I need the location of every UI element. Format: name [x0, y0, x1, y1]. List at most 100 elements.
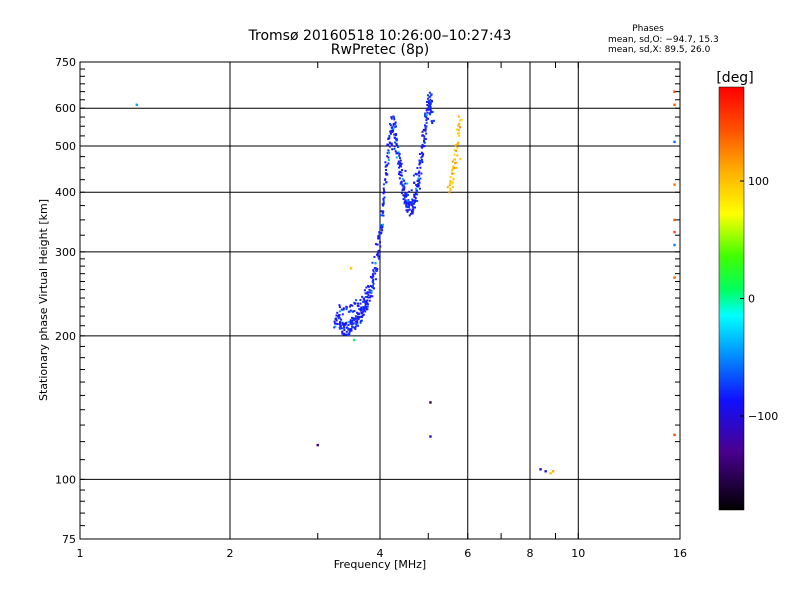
- data-point: [421, 144, 424, 147]
- data-point: [369, 291, 372, 294]
- data-point: [389, 122, 392, 125]
- data-point: [345, 308, 348, 311]
- data-point: [454, 158, 457, 161]
- data-point: [449, 176, 452, 179]
- data-point: [425, 119, 428, 122]
- data-point: [382, 204, 385, 207]
- data-point: [427, 108, 430, 111]
- y-tick-label: 200: [55, 330, 76, 343]
- data-point: [380, 232, 383, 235]
- data-point: [387, 162, 390, 165]
- data-point: [349, 309, 352, 312]
- data-point: [423, 137, 426, 140]
- data-point: [371, 273, 374, 276]
- data-point: [341, 331, 344, 334]
- data-point: [354, 302, 357, 305]
- colorbar-tick-label: −100: [748, 410, 778, 423]
- data-point: [389, 142, 392, 145]
- data-point: [333, 320, 336, 323]
- data-point: [345, 330, 348, 333]
- data-point: [394, 138, 397, 141]
- data-point: [380, 210, 383, 213]
- data-point: [361, 295, 364, 298]
- data-point: [389, 124, 392, 127]
- data-point: [455, 128, 458, 131]
- data-point: [398, 163, 401, 166]
- data-point: [372, 270, 375, 273]
- data-point: [451, 160, 454, 163]
- data-point: [349, 319, 352, 322]
- data-point: [377, 257, 380, 260]
- data-point: [449, 188, 452, 191]
- data-point: [367, 294, 370, 297]
- data-point: [446, 186, 449, 189]
- data-point: [399, 165, 402, 168]
- data-point: [402, 198, 405, 201]
- data-point: [405, 200, 408, 203]
- data-point: [357, 302, 360, 305]
- data-point: [392, 122, 395, 125]
- data-point: [413, 181, 416, 184]
- x-tick-labels: 1 2 4 6 8 10 16: [77, 547, 688, 560]
- data-point: [449, 182, 452, 185]
- data-point: [339, 321, 342, 324]
- data-point: [421, 151, 424, 154]
- data-point: [454, 162, 457, 165]
- data-point: [341, 323, 344, 326]
- data-point: [430, 93, 433, 96]
- data-point: [352, 338, 356, 342]
- data-point: [417, 179, 420, 182]
- data-point: [428, 102, 431, 105]
- data-point: [423, 139, 426, 142]
- data-point: [352, 322, 355, 325]
- data-point: [408, 208, 411, 211]
- data-point: [390, 117, 393, 120]
- y-tick-label: 300: [55, 246, 76, 259]
- x-tick-label: 16: [673, 547, 687, 560]
- data-point: [421, 130, 424, 133]
- axis-ticks: [79, 61, 680, 539]
- data-point: [376, 269, 379, 272]
- data-point: [673, 433, 676, 437]
- data-point: [369, 285, 372, 288]
- data-point: [345, 326, 348, 329]
- data-point: [339, 325, 342, 328]
- data-point: [367, 291, 370, 294]
- data-point: [449, 181, 452, 184]
- data-point: [418, 163, 421, 166]
- data-point: [453, 148, 456, 151]
- data-point: [348, 328, 351, 331]
- data-point: [413, 202, 416, 205]
- data-point: [423, 140, 426, 143]
- data-point: [374, 262, 377, 265]
- data-point: [363, 289, 366, 292]
- data-point: [378, 233, 381, 236]
- data-point: [372, 269, 375, 272]
- data-point: [449, 187, 452, 190]
- data-point: [366, 292, 369, 295]
- data-point: [135, 103, 138, 107]
- data-point: [373, 255, 376, 258]
- data-point: [427, 117, 430, 120]
- data-point: [424, 115, 427, 118]
- data-point: [356, 304, 359, 307]
- data-point: [426, 94, 429, 97]
- data-point: [454, 144, 457, 147]
- data-point: [339, 327, 342, 330]
- data-point: [425, 109, 428, 112]
- data-point: [412, 206, 415, 209]
- data-point: [431, 100, 434, 103]
- data-point: [356, 311, 359, 314]
- data-point: [349, 330, 352, 333]
- data-point: [348, 305, 351, 308]
- data-point: [358, 308, 361, 311]
- data-point: [383, 196, 386, 199]
- data-point: [351, 319, 354, 322]
- data-point: [409, 212, 412, 215]
- data-point: [382, 187, 385, 190]
- data-point: [421, 134, 424, 137]
- data-point: [408, 203, 411, 206]
- data-point: [398, 177, 401, 180]
- data-point: [372, 278, 375, 281]
- data-point: [388, 136, 391, 139]
